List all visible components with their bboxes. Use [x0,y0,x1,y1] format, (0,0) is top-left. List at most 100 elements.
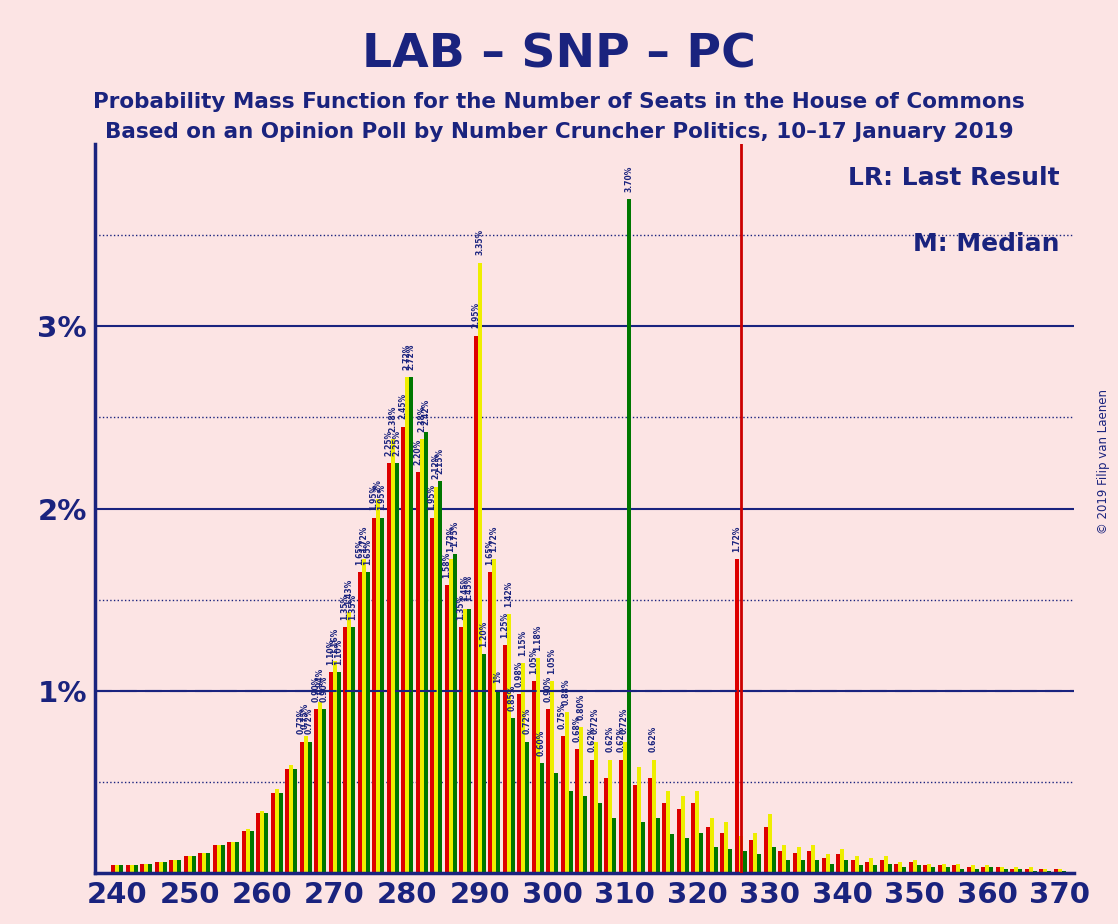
Bar [618,760,623,872]
Text: 1.18%: 1.18% [533,624,542,650]
Text: 1.35%: 1.35% [349,593,358,620]
Bar [191,857,196,872]
Bar [212,845,217,872]
Bar [786,860,790,872]
Bar [235,842,239,872]
Bar [705,827,710,872]
Bar [1011,869,1014,872]
Bar [713,847,718,872]
Bar [579,727,584,872]
Text: 1.72%: 1.72% [359,526,368,553]
Bar [584,796,587,872]
Text: 1.35%: 1.35% [456,593,465,620]
Text: 1.45%: 1.45% [461,576,470,602]
Bar [1048,870,1051,872]
Bar [749,840,754,872]
Bar [982,868,985,872]
Bar [633,785,637,872]
Text: 1.65%: 1.65% [356,539,364,565]
Bar [655,818,660,872]
Bar [626,199,631,872]
Bar [771,847,776,872]
Bar [307,742,312,872]
Bar [898,862,902,872]
Bar [319,701,322,872]
Bar [953,866,956,872]
Bar [177,860,181,872]
Bar [681,796,684,872]
Bar [536,658,540,872]
Bar [778,851,783,872]
Text: 2.25%: 2.25% [385,430,394,456]
Text: 1.45%: 1.45% [465,576,474,602]
Bar [854,857,859,872]
Bar [511,718,514,872]
Bar [445,585,448,872]
Bar [206,853,210,872]
Bar [275,789,278,872]
Text: 3.70%: 3.70% [624,165,633,191]
Text: 0.90%: 0.90% [312,675,321,701]
Bar [851,860,854,872]
Bar [1053,869,1058,872]
Text: Based on an Opinion Poll by Number Cruncher Politics, 10–17 January 2019: Based on an Opinion Poll by Number Crunc… [105,122,1013,142]
Text: 0.72%: 0.72% [591,708,600,735]
Bar [695,791,699,872]
Bar [463,609,467,872]
Text: 1%: 1% [493,671,503,684]
Bar [999,868,1004,872]
Text: 0.62%: 0.62% [616,726,625,752]
Bar [739,836,742,872]
Text: 1.20%: 1.20% [480,621,489,647]
Bar [453,554,456,872]
Bar [822,858,825,872]
Bar [815,860,819,872]
Text: 0.75%: 0.75% [558,702,567,729]
Text: 2.15%: 2.15% [436,448,445,474]
Text: 1.16%: 1.16% [330,628,339,654]
Bar [285,769,290,872]
Bar [198,853,202,872]
Text: 1.95%: 1.95% [427,484,437,510]
Bar [555,772,558,872]
Text: 1.72%: 1.72% [446,526,455,553]
Bar [376,499,380,872]
Bar [647,778,652,872]
Bar [575,748,579,872]
Bar [260,810,264,872]
Bar [300,742,304,872]
Bar [119,866,123,872]
Bar [783,845,786,872]
Bar [917,866,920,872]
Bar [967,868,970,872]
Bar [1033,870,1036,872]
Bar [836,855,840,872]
Bar [812,845,815,872]
Bar [115,866,119,872]
Bar [859,866,863,872]
Bar [380,517,385,872]
Bar [742,851,747,872]
Bar [641,821,645,872]
Bar [332,662,337,872]
Text: 0.62%: 0.62% [587,726,596,752]
Text: 0.80%: 0.80% [577,693,586,720]
Bar [938,866,941,872]
Bar [989,868,993,872]
Text: 2.72%: 2.72% [402,344,411,371]
Bar [169,860,173,872]
Bar [946,868,949,872]
Text: Probability Mass Function for the Number of Seats in the House of Commons: Probability Mass Function for the Number… [93,92,1025,113]
Text: 0.60%: 0.60% [537,730,546,756]
Bar [409,377,413,872]
Bar [873,866,878,872]
Bar [304,736,307,872]
Bar [264,812,268,872]
Text: 0.88%: 0.88% [562,678,571,705]
Text: 0.72%: 0.72% [305,708,314,735]
Bar [416,472,419,872]
Text: 2.38%: 2.38% [417,406,426,432]
Bar [503,645,506,872]
Bar [844,860,849,872]
Bar [941,864,946,872]
